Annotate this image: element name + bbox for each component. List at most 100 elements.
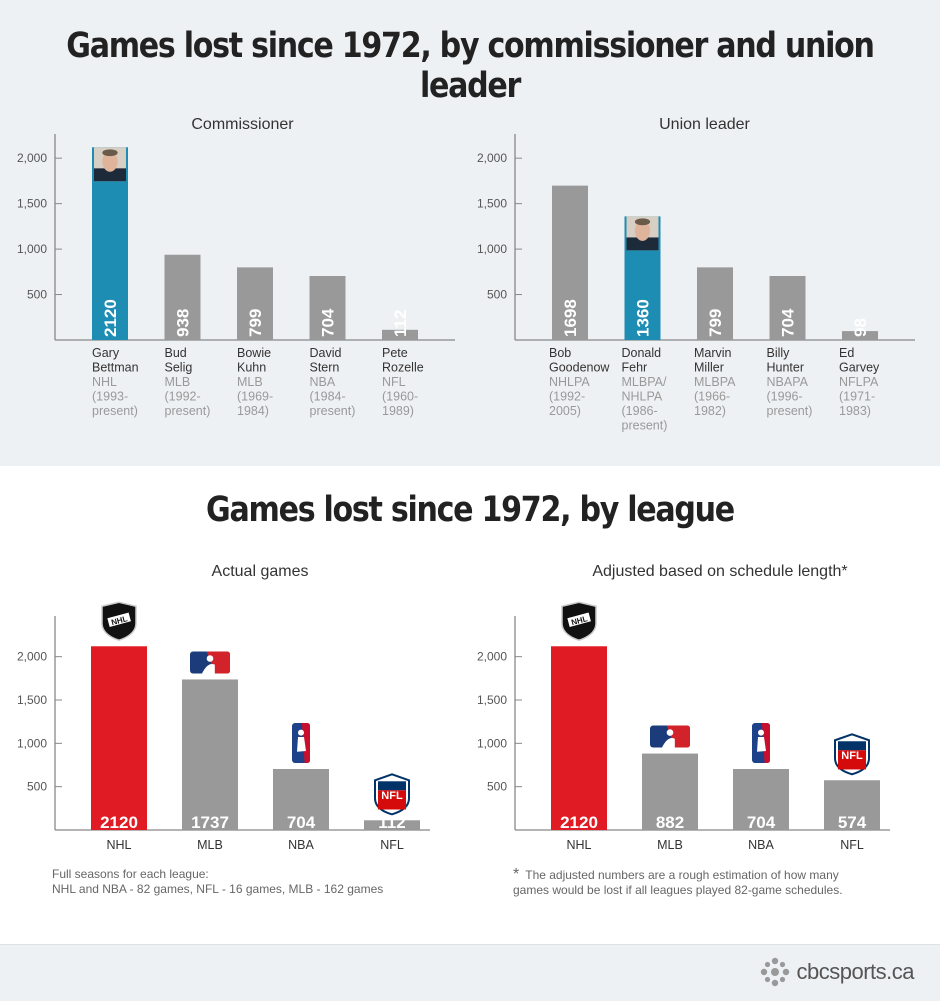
top-heading: Games lost since 1972, by commissioner a…: [66, 26, 875, 106]
category-label: Bob: [549, 346, 571, 360]
y-tick-label: 2,000: [17, 650, 47, 664]
bar-pete-rozelle: [382, 329, 418, 340]
adjusted-line2: games would be lost if all leagues playe…: [513, 883, 843, 897]
category-label: Garvey: [839, 361, 880, 375]
category-label: Selig: [165, 361, 193, 375]
svg-text:NHL: NHL: [570, 614, 588, 627]
data-label: 799: [706, 309, 725, 337]
data-label: 574: [838, 813, 867, 832]
category-sublabel: (1986-: [622, 404, 658, 418]
category-sublabel: 1983): [839, 404, 871, 418]
y-tick-label: 1,500: [477, 197, 507, 211]
category-label: Bud: [165, 346, 187, 360]
cbc-sports-logo: cbcsports.ca: [759, 956, 915, 988]
full-seasons-line1: Full seasons for each league:: [52, 867, 209, 881]
nba-logo: [752, 722, 770, 763]
svg-text:NHL: NHL: [110, 614, 128, 627]
bar-marvin-miller: [697, 267, 733, 340]
y-tick-label: 2,000: [17, 151, 47, 165]
bottom-heading: Games lost since 1972, by league: [206, 490, 735, 530]
category-sublabel: present): [310, 404, 356, 418]
nhl-logo: NHL: [101, 601, 137, 642]
adjusted-note: * The adjusted numbers are a rough estima…: [513, 867, 843, 898]
nba-logo: [292, 722, 310, 763]
category-label: Marvin: [694, 346, 732, 360]
category-sublabel: NBA: [310, 375, 336, 389]
bar-mlb: [182, 679, 238, 830]
y-tick-label: 1,000: [17, 736, 47, 750]
category-label: Stern: [310, 361, 340, 375]
y-tick-label: 500: [487, 780, 507, 794]
category-sublabel: present): [622, 419, 668, 433]
category-sublabel: MLB: [165, 375, 191, 389]
category-label: Bowie: [237, 346, 271, 360]
category-sublabel: 1984): [237, 404, 269, 418]
bar-mlb: [642, 753, 698, 830]
category-label: MLB: [197, 838, 223, 852]
category-label: NHL: [106, 838, 131, 852]
bar-billy-hunter: [769, 276, 806, 340]
category-label: Bettman: [92, 361, 139, 375]
nfl-logo: NFL: [374, 773, 410, 816]
bar-bud-selig: [164, 254, 201, 340]
data-label: 98: [851, 318, 870, 337]
bar-nfl: [824, 780, 880, 830]
category-sublabel: NBAPA: [767, 375, 809, 389]
category-sublabel: (1960-: [382, 390, 418, 404]
data-label: 704: [779, 308, 798, 337]
data-label: 938: [174, 309, 193, 337]
category-label: MLB: [657, 838, 683, 852]
adjusted-line1: The adjusted numbers are a rough estimat…: [525, 868, 839, 882]
commissioner-chart-title: Commissioner: [191, 116, 294, 133]
y-tick-label: 500: [27, 288, 47, 302]
y-tick-label: 1,500: [477, 693, 507, 707]
adjusted-chart-title: Adjusted based on schedule length*: [592, 563, 848, 580]
mlb-logo: [190, 651, 230, 674]
bar-bob-goodenow: [552, 185, 588, 340]
data-label: 2120: [100, 813, 138, 832]
data-label: 2120: [560, 813, 598, 832]
category-label: NBA: [288, 838, 314, 852]
cbc-gem-icon: [760, 957, 789, 987]
adjusted-chart: 500 1,000 1,500 2,000 2120 NHL NHL 882 MLB 704 NBA…: [460, 590, 930, 860]
category-sublabel: NHLPA: [549, 375, 590, 389]
category-sublabel: (1971-: [839, 390, 875, 404]
bar-nhl: [551, 646, 607, 830]
actual-chart-title: Actual games: [211, 563, 309, 580]
y-tick-label: 500: [487, 288, 507, 302]
svg-text:NFL: NFL: [841, 750, 863, 762]
category-sublabel: MLBPA/: [622, 375, 667, 389]
category-sublabel: MLBPA: [694, 375, 736, 389]
category-label: Fehr: [622, 361, 648, 375]
category-label: Donald: [622, 346, 662, 360]
category-label: Ed: [839, 346, 854, 360]
category-sublabel: 1989): [382, 404, 414, 418]
full-seasons-line2: NHL and NBA - 82 games, NFL - 16 games, …: [52, 882, 384, 896]
nfl-logo: NFL: [834, 733, 870, 776]
bar-nba: [733, 768, 789, 830]
category-sublabel: NHLPA: [622, 390, 663, 404]
category-sublabel: MLB: [237, 375, 263, 389]
category-sublabel: NFL: [382, 375, 406, 389]
data-label: 112: [378, 813, 405, 832]
full-seasons-note: Full seasons for each league: NHL and NB…: [52, 867, 383, 897]
category-sublabel: (1992-: [549, 390, 585, 404]
cbc-sports-logo-text: cbcsports.ca: [796, 959, 915, 984]
svg-text:NFL: NFL: [381, 790, 403, 802]
category-sublabel: (1992-: [165, 390, 201, 404]
category-sublabel: (1969-: [237, 390, 273, 404]
data-label: 882: [656, 813, 684, 832]
category-sublabel: (1966-: [694, 390, 730, 404]
category-label: Gary: [92, 346, 120, 360]
y-tick-label: 1,000: [477, 242, 507, 256]
category-label: Pete: [382, 346, 408, 360]
mlb-logo: [650, 725, 690, 748]
category-sublabel: (1996-: [767, 390, 803, 404]
category-label: Rozelle: [382, 361, 424, 375]
commissioner-axes: 500 1,000 1,500 2,000: [17, 134, 455, 341]
category-label: Kuhn: [237, 361, 266, 375]
y-tick-label: 1,500: [17, 197, 47, 211]
bar-nfl: [364, 820, 420, 830]
bar-ed-garvey: [842, 331, 878, 340]
category-label: NFL: [380, 838, 404, 852]
